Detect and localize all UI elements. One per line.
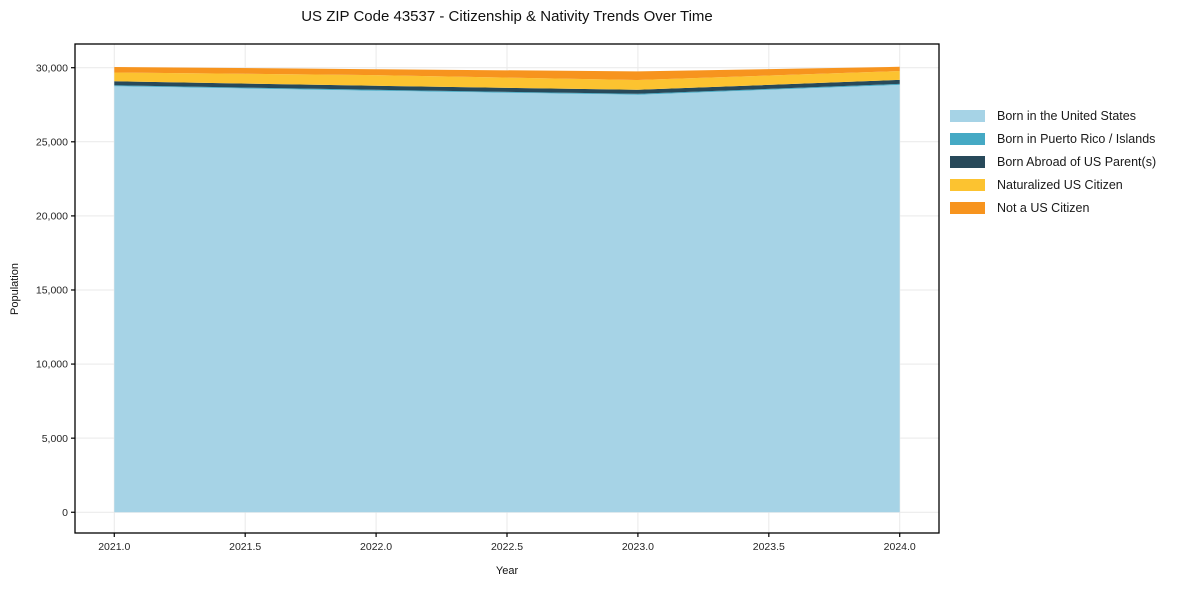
x-tick-label: 2021.5 — [229, 541, 261, 553]
y-tick-label: 25,000 — [36, 136, 68, 148]
legend-swatch — [950, 132, 985, 145]
legend-item: Not a US Citizen — [950, 196, 1156, 219]
y-tick-label: 15,000 — [36, 285, 68, 297]
legend-item: Born Abroad of US Parent(s) — [950, 150, 1156, 173]
legend-label: Naturalized US Citizen — [997, 177, 1123, 192]
legend-label: Born in the United States — [997, 108, 1136, 123]
x-tick-label: 2023.5 — [753, 541, 785, 553]
x-tick-label: 2022.5 — [491, 541, 523, 553]
y-axis-label: Population — [9, 263, 21, 315]
legend-label: Born in Puerto Rico / Islands — [997, 131, 1156, 146]
y-tick-label: 5,000 — [42, 433, 68, 445]
legend-swatch — [950, 201, 985, 214]
area-series — [114, 66, 900, 80]
y-tick-label: 20,000 — [36, 210, 68, 222]
area-series — [114, 79, 900, 94]
x-tick-label: 2024.0 — [884, 541, 916, 553]
y-tick-label: 0 — [62, 507, 68, 519]
legend-swatch — [950, 109, 985, 122]
area-series — [114, 83, 900, 95]
legend: Born in the United States Born in Puerto … — [950, 104, 1156, 219]
legend-item: Born in Puerto Rico / Islands — [950, 127, 1156, 150]
x-tick-label: 2021.0 — [98, 541, 130, 553]
x-axis-label: Year — [495, 565, 519, 577]
legend-label: Born Abroad of US Parent(s) — [997, 154, 1157, 169]
x-tick-label: 2022.0 — [360, 541, 392, 553]
area-series — [114, 71, 900, 90]
legend-item: Naturalized US Citizen — [950, 173, 1156, 196]
legend-label: Not a US Citizen — [997, 200, 1090, 215]
x-tick-label: 2023.0 — [622, 541, 654, 553]
legend-item: Born in the United States — [950, 104, 1156, 127]
area-series — [114, 84, 900, 513]
chart-title: US ZIP Code 43537 - Citizenship & Nativi… — [301, 8, 713, 25]
legend-swatch — [950, 178, 985, 191]
y-tick-label: 30,000 — [36, 62, 68, 74]
y-tick-label: 10,000 — [36, 359, 68, 371]
legend-swatch — [950, 155, 985, 168]
